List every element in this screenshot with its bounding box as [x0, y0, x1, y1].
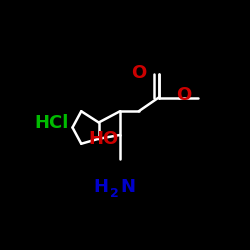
Text: H: H: [94, 178, 109, 196]
Text: O: O: [176, 86, 192, 104]
Text: N: N: [120, 178, 135, 196]
Text: O: O: [131, 64, 146, 82]
Text: HCl: HCl: [34, 114, 68, 132]
Text: HO: HO: [88, 130, 119, 148]
Text: 2: 2: [110, 187, 119, 200]
